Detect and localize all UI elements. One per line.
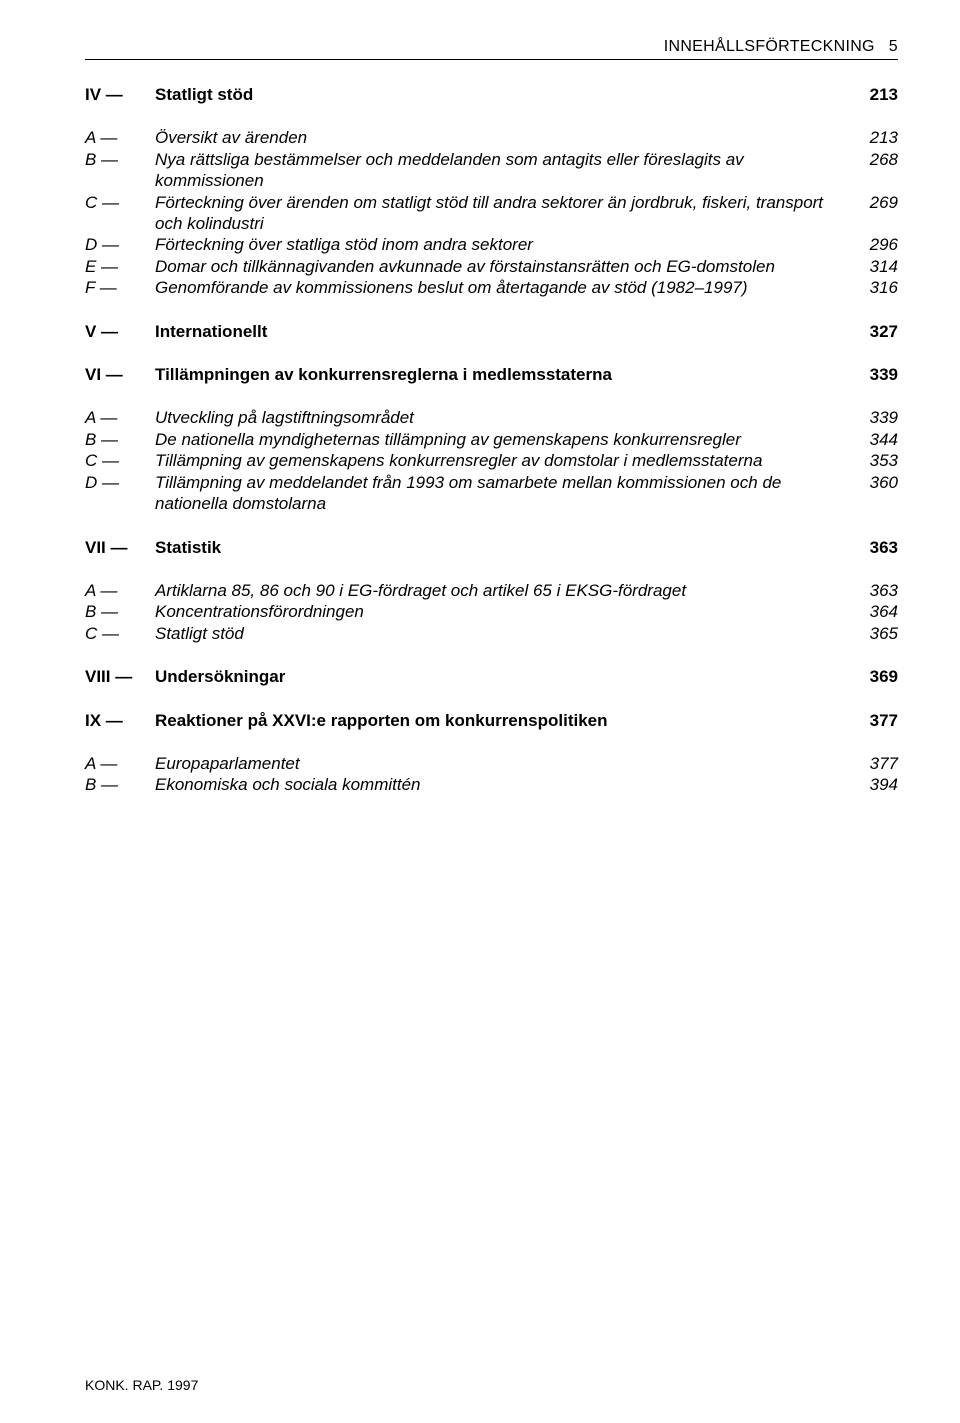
running-header: INNEHÅLLSFÖRTECKNING 5 [85,38,898,56]
section-page: 339 [848,364,898,385]
entry-page: 269 [848,192,898,213]
entry-page: 213 [848,127,898,148]
entry-marker: A — [85,407,155,428]
toc-entry: E — Domar och tillkännagivanden avkunnad… [85,256,898,277]
toc-entry: D — Tillämpning av meddelandet från 1993… [85,472,898,515]
section-marker: IX — [85,710,155,731]
section-page: 377 [848,710,898,731]
entry-text: Domar och tillkännagivanden avkunnade av… [155,256,848,277]
entry-marker: A — [85,127,155,148]
entry-marker: B — [85,149,155,170]
entry-page: 394 [848,774,898,795]
toc-entry: A — Europaparlamentet 377 [85,753,898,774]
section-title-text: Statligt stöd [155,84,848,105]
section-entries-vii: A — Artiklarna 85, 86 och 90 i EG-fördra… [85,580,898,644]
toc-entry: A — Utveckling på lagstiftningsområdet 3… [85,407,898,428]
toc-entry: C — Förteckning över ärenden om statligt… [85,192,898,235]
section-title-text: Reaktioner på XXVI:e rapporten om konkur… [155,710,848,731]
section-page: 369 [848,666,898,687]
section-entries-iv: A — Översikt av ärenden 213 B — Nya rätt… [85,127,898,298]
toc-entry: C — Statligt stöd 365 [85,623,898,644]
toc-entry: A — Artiklarna 85, 86 och 90 i EG-fördra… [85,580,898,601]
section-heading-vii: VII — Statistik 363 [85,537,898,558]
entry-text: Statligt stöd [155,623,848,644]
entry-text: Tillämpning av gemenskapens konkurrensre… [155,450,848,471]
section-title-text: Internationellt [155,321,848,342]
entry-page: 296 [848,234,898,255]
entry-text: Förteckning över statliga stöd inom andr… [155,234,848,255]
section-heading-vi: VI — Tillämpningen av konkurrensreglerna… [85,364,898,385]
entry-page: 314 [848,256,898,277]
entry-marker: D — [85,234,155,255]
page: INNEHÅLLSFÖRTECKNING 5 IV — Statligt stö… [0,0,960,1423]
section-heading-v: V — Internationellt 327 [85,321,898,342]
entry-text: Översikt av ärenden [155,127,848,148]
entry-text: Koncentrationsförordningen [155,601,848,622]
header-title: INNEHÅLLSFÖRTECKNING [664,38,875,56]
entry-marker: C — [85,623,155,644]
entry-page: 365 [848,623,898,644]
entry-marker: D — [85,472,155,493]
toc-entry: B — Ekonomiska och sociala kommittén 394 [85,774,898,795]
entry-page: 360 [848,472,898,493]
toc-entry: B — De nationella myndigheternas tillämp… [85,429,898,450]
entry-text: Tillämpning av meddelandet från 1993 om … [155,472,848,515]
entry-text: Europaparlamentet [155,753,848,774]
entry-marker: A — [85,753,155,774]
entry-marker: E — [85,256,155,277]
section-marker: VIII — [85,666,155,687]
section-entries-vi: A — Utveckling på lagstiftningsområdet 3… [85,407,898,514]
entry-text: Artiklarna 85, 86 och 90 i EG-fördraget … [155,580,848,601]
section-title-text: Tillämpningen av konkurrensreglerna i me… [155,364,848,385]
section-marker: VII — [85,537,155,558]
entry-text: Förteckning över ärenden om statligt stö… [155,192,848,235]
toc-entry: B — Koncentrationsförordningen 364 [85,601,898,622]
entry-marker: B — [85,774,155,795]
entry-marker: C — [85,450,155,471]
toc-entry: D — Förteckning över statliga stöd inom … [85,234,898,255]
toc-entry: A — Översikt av ärenden 213 [85,127,898,148]
entry-text: Ekonomiska och sociala kommittén [155,774,848,795]
section-page: 363 [848,537,898,558]
section-marker: VI — [85,364,155,385]
entry-text: Utveckling på lagstiftningsområdet [155,407,848,428]
entry-page: 377 [848,753,898,774]
entry-marker: B — [85,429,155,450]
section-heading-ix: IX — Reaktioner på XXVI:e rapporten om k… [85,710,898,731]
entry-marker: A — [85,580,155,601]
section-marker: V — [85,321,155,342]
entry-marker: B — [85,601,155,622]
toc-entry: B — Nya rättsliga bestämmelser och medde… [85,149,898,192]
entry-page: 344 [848,429,898,450]
entry-page: 316 [848,277,898,298]
entry-page: 268 [848,149,898,170]
section-heading-viii: VIII — Undersökningar 369 [85,666,898,687]
section-heading-iv: IV — Statligt stöd 213 [85,84,898,105]
header-page-number: 5 [889,38,898,56]
section-marker: IV — [85,84,155,105]
entry-marker: C — [85,192,155,213]
toc-entry: F — Genomförande av kommissionens beslut… [85,277,898,298]
entry-page: 339 [848,407,898,428]
section-page: 213 [848,84,898,105]
entry-marker: F — [85,277,155,298]
section-page: 327 [848,321,898,342]
entry-text: De nationella myndigheternas tillämpning… [155,429,848,450]
entry-page: 364 [848,601,898,622]
section-entries-ix: A — Europaparlamentet 377 B — Ekonomiska… [85,753,898,796]
footer-text: KONK. RAP. 1997 [85,1377,198,1393]
section-title-text: Statistik [155,537,848,558]
entry-text: Nya rättsliga bestämmelser och meddeland… [155,149,848,192]
header-rule [85,59,898,60]
entry-text: Genomförande av kommissionens beslut om … [155,277,848,298]
entry-page: 353 [848,450,898,471]
entry-page: 363 [848,580,898,601]
section-title-text: Undersökningar [155,666,848,687]
toc-entry: C — Tillämpning av gemenskapens konkurre… [85,450,898,471]
